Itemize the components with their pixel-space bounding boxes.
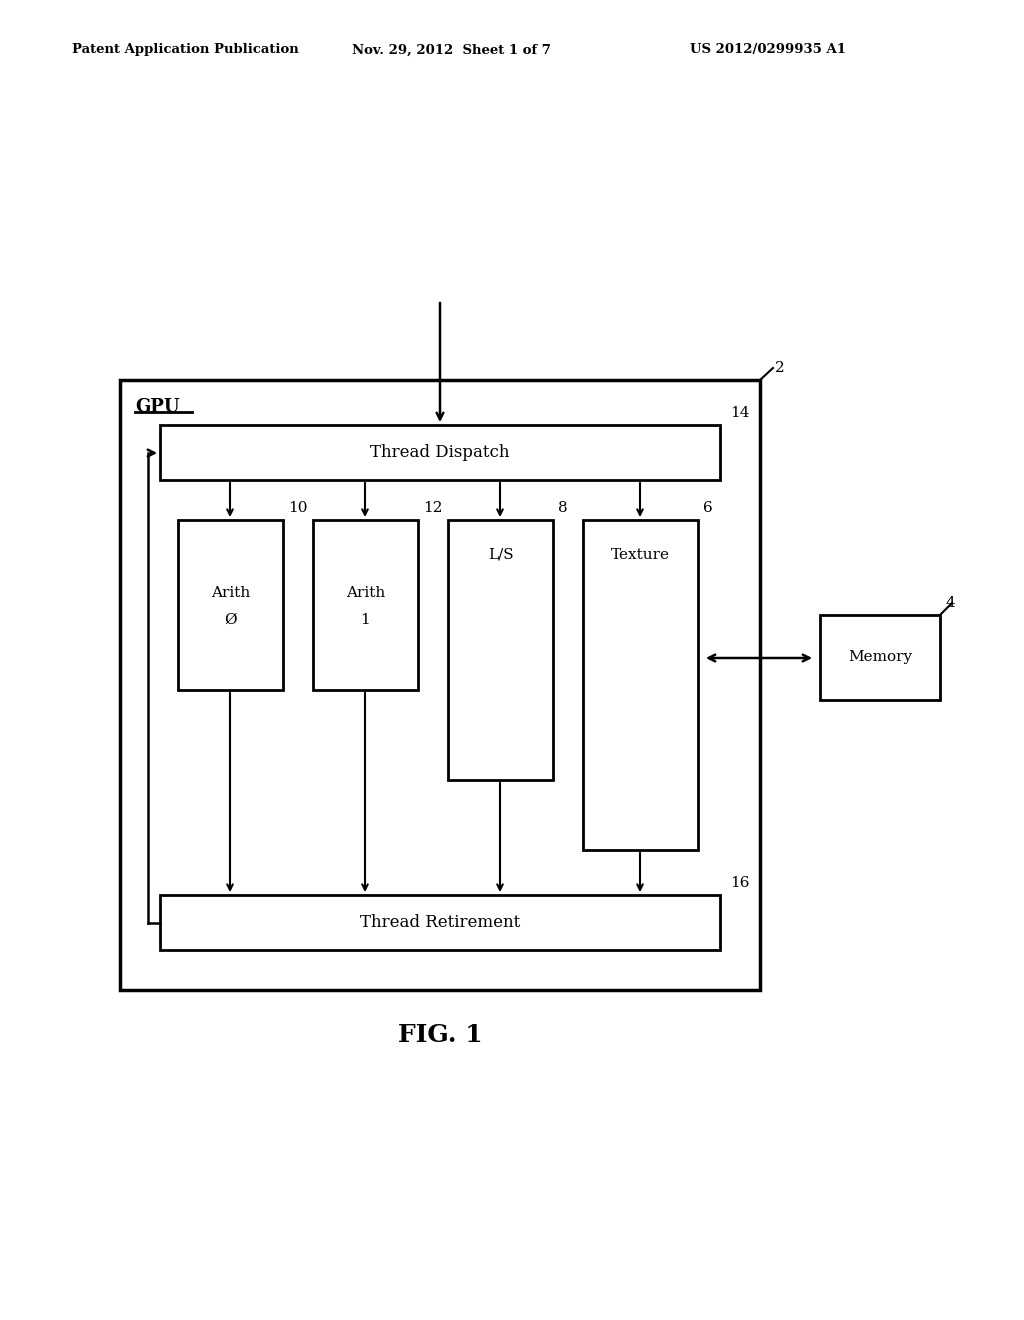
Text: Patent Application Publication: Patent Application Publication	[72, 44, 299, 57]
Bar	[160, 425, 720, 480]
Text: Memory: Memory	[848, 651, 912, 664]
Text: 6: 6	[703, 502, 713, 515]
Text: 4: 4	[945, 597, 954, 610]
Text: 8: 8	[558, 502, 567, 515]
Text: 10: 10	[288, 502, 307, 515]
Text: GPU: GPU	[135, 399, 179, 416]
Text: US 2012/0299935 A1: US 2012/0299935 A1	[690, 44, 846, 57]
Text: FIG. 1: FIG. 1	[397, 1023, 482, 1047]
Text: L/S: L/S	[487, 548, 513, 562]
Text: Arith: Arith	[346, 586, 385, 601]
Text: 14: 14	[730, 407, 750, 420]
Text: 1: 1	[360, 612, 371, 627]
Bar	[178, 520, 283, 690]
Bar	[120, 380, 760, 990]
Text: Arith: Arith	[211, 586, 250, 601]
Text: Texture: Texture	[611, 548, 670, 562]
Text: 12: 12	[423, 502, 442, 515]
Bar	[583, 520, 698, 850]
Text: 2: 2	[775, 360, 784, 375]
Bar	[160, 895, 720, 950]
Bar	[449, 520, 553, 780]
Text: 16: 16	[730, 876, 750, 890]
Text: Thread Dispatch: Thread Dispatch	[371, 444, 510, 461]
Text: Nov. 29, 2012  Sheet 1 of 7: Nov. 29, 2012 Sheet 1 of 7	[352, 44, 551, 57]
Text: Ø: Ø	[224, 612, 237, 627]
Text: Thread Retirement: Thread Retirement	[359, 913, 520, 931]
Bar	[313, 520, 418, 690]
Bar	[820, 615, 940, 700]
